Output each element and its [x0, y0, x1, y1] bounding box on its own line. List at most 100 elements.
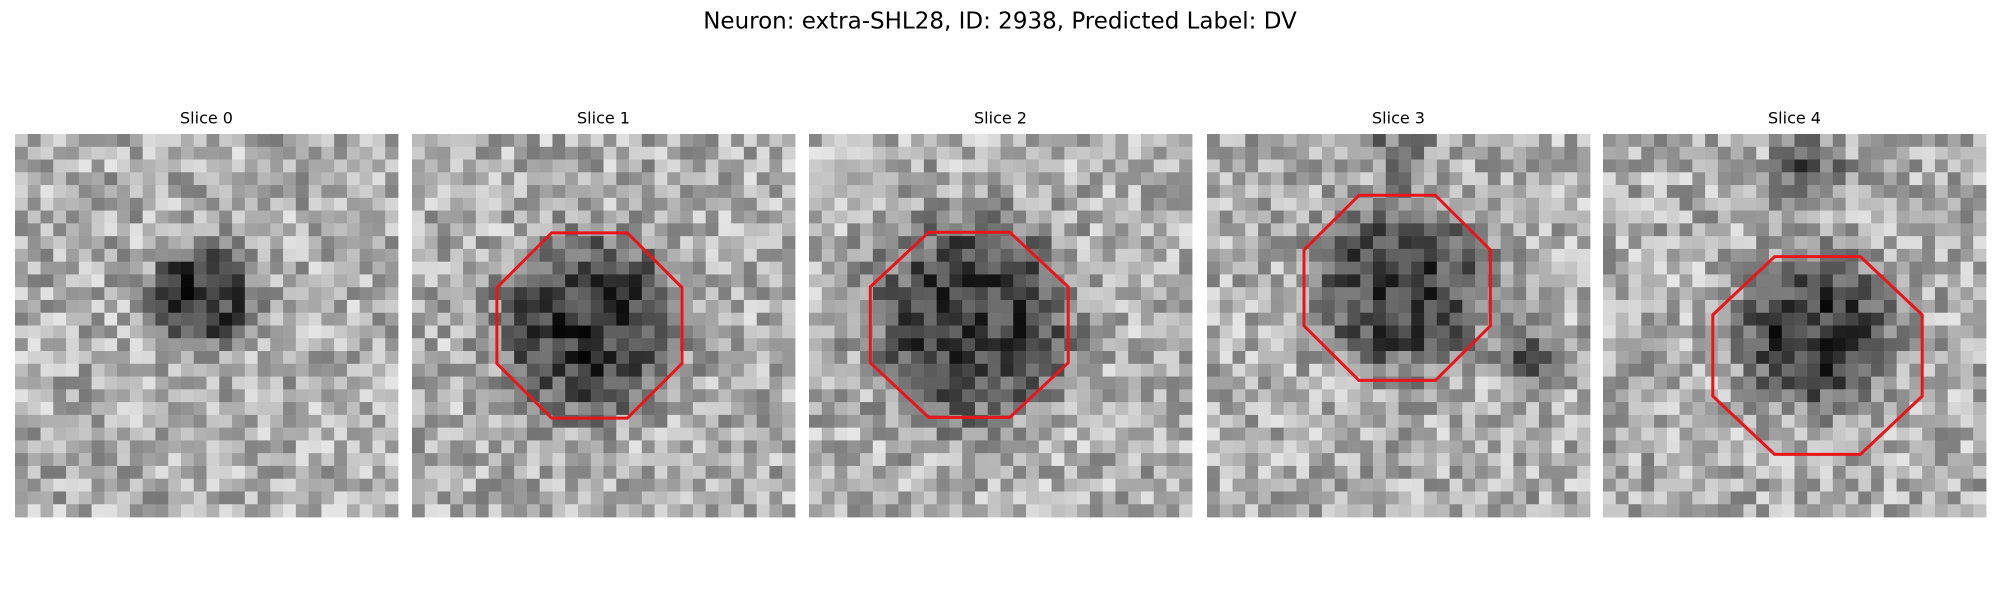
- pixel: [1398, 351, 1412, 365]
- pixel: [1960, 134, 1974, 148]
- pixel: [1781, 427, 1795, 441]
- pixel: [1449, 248, 1463, 263]
- pixel: [1960, 248, 1974, 263]
- pixel: [847, 197, 861, 211]
- pixel: [1334, 261, 1348, 275]
- pixel: [1449, 453, 1463, 467]
- pixel: [206, 146, 220, 160]
- pixel: [1475, 414, 1489, 429]
- pixel: [104, 210, 118, 224]
- pixel: [1102, 185, 1116, 199]
- pixel: [1013, 210, 1027, 224]
- pixel: [1153, 414, 1167, 429]
- pixel: [437, 159, 451, 173]
- pixel: [860, 197, 874, 211]
- pixel: [923, 197, 938, 211]
- pixel: [1934, 223, 1949, 237]
- pixel: [1973, 185, 1987, 199]
- pixel: [923, 236, 938, 250]
- pixel: [1730, 185, 1744, 199]
- pixel: [1960, 351, 1974, 365]
- pixel: [1756, 223, 1770, 237]
- pixel: [475, 185, 489, 199]
- pixel: [1038, 287, 1052, 301]
- pixel: [949, 223, 963, 237]
- pixel: [705, 351, 719, 365]
- pixel: [129, 338, 144, 352]
- pixel: [809, 261, 823, 275]
- pixel: [552, 440, 566, 454]
- pixel: [129, 504, 144, 518]
- pixel: [552, 453, 566, 467]
- pixel: [1064, 351, 1078, 365]
- pixel: [603, 172, 617, 186]
- pixel: [1896, 453, 1910, 467]
- pixel: [1089, 478, 1104, 492]
- pixel: [769, 287, 783, 301]
- pixel: [1026, 146, 1040, 160]
- pixel: [1666, 440, 1680, 454]
- pixel: [168, 287, 182, 301]
- pixel: [1909, 363, 1923, 377]
- pixel: [949, 312, 963, 326]
- pixel: [1679, 146, 1693, 160]
- pixel: [680, 402, 694, 416]
- pixel: [962, 389, 976, 403]
- pixel: [1820, 274, 1834, 288]
- pixel: [1500, 351, 1514, 365]
- pixel: [526, 325, 541, 339]
- pixel: [27, 363, 41, 377]
- pixel: [346, 402, 361, 416]
- pixel: [1973, 440, 1987, 454]
- pixel: [526, 287, 541, 301]
- pixel: [1883, 185, 1898, 199]
- pixel: [539, 274, 553, 288]
- pixel: [1909, 504, 1923, 518]
- pixel: [1768, 134, 1783, 148]
- pixel: [1679, 491, 1693, 505]
- pixel: [1115, 261, 1129, 275]
- pixel: [1038, 504, 1052, 518]
- pixel: [1026, 274, 1040, 288]
- pixel: [40, 172, 54, 186]
- panel-title: Slice 2: [974, 109, 1027, 128]
- pixel: [1909, 402, 1923, 416]
- pixel: [1756, 351, 1770, 365]
- pixel: [1832, 376, 1846, 390]
- pixel: [1960, 210, 1974, 224]
- pixel: [1166, 223, 1180, 237]
- pixel: [1232, 427, 1246, 441]
- pixel: [1909, 453, 1923, 467]
- pixel: [1436, 453, 1450, 467]
- pixel: [641, 134, 655, 148]
- pixel: [756, 134, 770, 148]
- pixel: [1871, 338, 1885, 352]
- pixel: [1871, 312, 1885, 326]
- pixel: [78, 287, 92, 301]
- pixel: [1077, 274, 1091, 288]
- pixel: [860, 172, 874, 186]
- pixel: [283, 351, 297, 365]
- pixel: [155, 146, 169, 160]
- pixel: [359, 287, 373, 301]
- pixel: [1166, 363, 1180, 377]
- pixel: [1615, 223, 1629, 237]
- pixel: [1909, 146, 1923, 160]
- pixel: [283, 299, 297, 314]
- pixel: [769, 440, 783, 454]
- pixel: [809, 197, 823, 211]
- pixel: [1526, 197, 1540, 211]
- pixel: [501, 478, 515, 492]
- pixel: [1628, 299, 1642, 314]
- pixel: [1845, 376, 1859, 390]
- pixel: [1679, 236, 1693, 250]
- pixel: [1705, 159, 1719, 173]
- pixel: [1896, 440, 1910, 454]
- pixel: [78, 402, 92, 416]
- pixel: [1756, 172, 1770, 186]
- pixel: [769, 134, 783, 148]
- pixel: [809, 299, 823, 314]
- pixel: [1064, 261, 1078, 275]
- pixel: [1385, 504, 1399, 518]
- pixel: [1372, 414, 1387, 429]
